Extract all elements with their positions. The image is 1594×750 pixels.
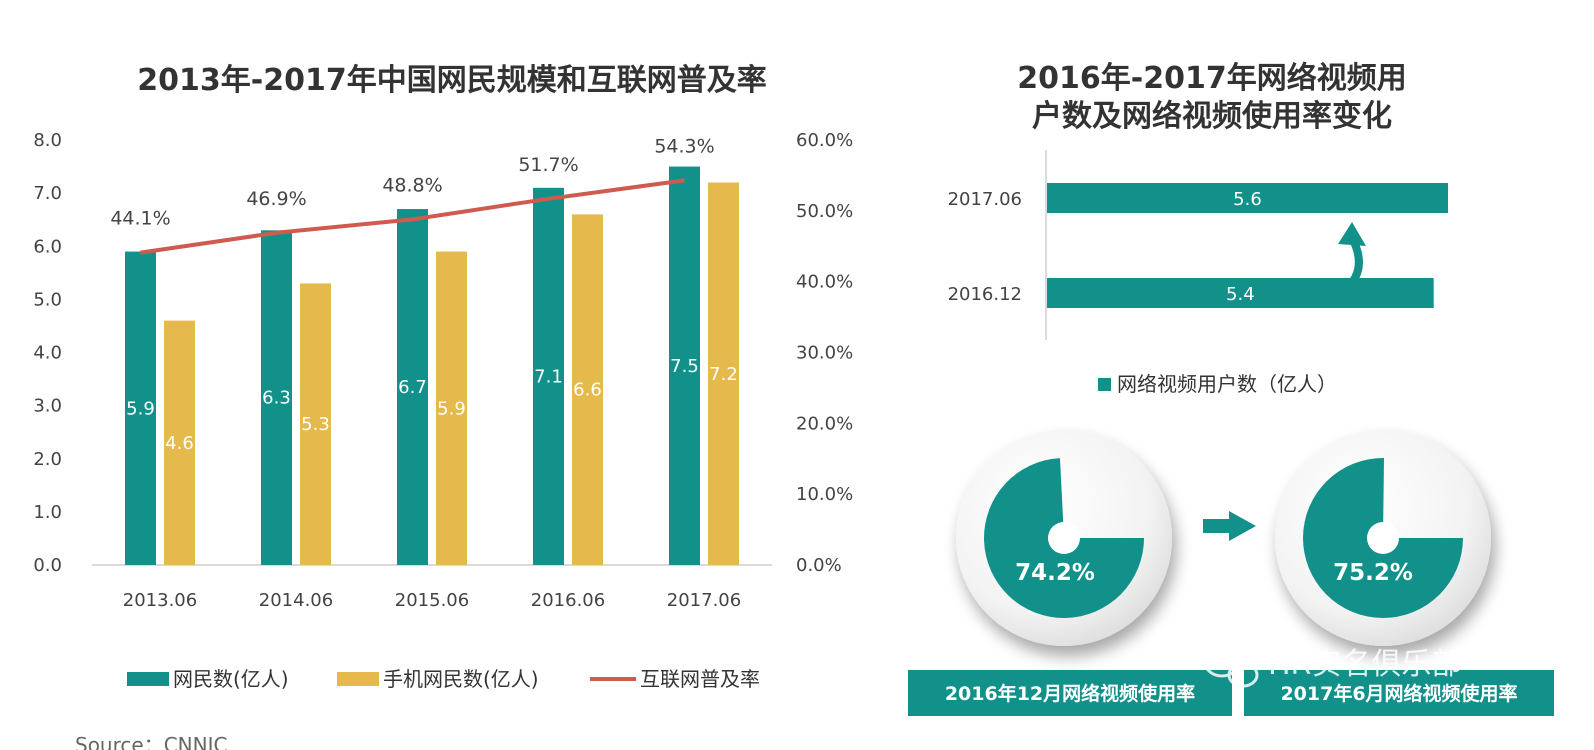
y2-tick-label: 30.0% — [796, 343, 853, 364]
x-tick-label: 2015.06 — [395, 590, 469, 611]
y-tick-label: 5.0 — [33, 289, 62, 310]
arrow-right-icon — [1203, 511, 1256, 541]
netizen-bar-label: 5.9 — [126, 398, 155, 419]
y-tick-label: 3.0 — [33, 396, 62, 417]
right-chart: 2016年-2017年网络视频用 户数及网络视频使用率变化 5.6 2017.06… — [948, 61, 1448, 396]
left-chart-legend: 网民数(亿人) 手机网民数(亿人) 互联网普及率 — [127, 667, 760, 691]
video-users-category: 2017.06 — [948, 189, 1022, 210]
mobile-netizen-bar-label: 7.2 — [709, 364, 738, 385]
y-tick-label: 1.0 — [33, 502, 62, 523]
y2-tick-label: 60.0% — [796, 130, 853, 151]
left-chart-x-axis: 2013.06 2014.06 2015.06 2016.06 2017.06 — [123, 590, 741, 611]
usage-ring-2017-sector: 75.2% — [1303, 458, 1463, 618]
curved-arrow-icon — [1294, 222, 1366, 302]
video-users-bar-label: 5.4 — [1226, 284, 1255, 305]
source-note: Source：CNNIC — [75, 733, 227, 750]
legend-swatch-video-users — [1098, 378, 1111, 391]
usage-value-2017: 75.2% — [1333, 560, 1413, 586]
watermark-text: HR实名俱乐部 — [1268, 647, 1461, 682]
rate-label: 44.1% — [110, 208, 170, 230]
ring-hole-2017 — [1367, 522, 1399, 554]
y-tick-label: 4.0 — [33, 343, 62, 364]
y-tick-label: 0.0 — [33, 555, 62, 576]
right-chart-title-line1: 2016年-2017年网络视频用 — [1017, 61, 1406, 96]
video-users-bar — [1047, 183, 1448, 213]
netizen-bar-label: 6.7 — [398, 377, 427, 398]
y2-tick-label: 40.0% — [796, 272, 853, 293]
netizen-bar — [669, 166, 700, 565]
mobile-netizen-bar — [708, 182, 739, 565]
mobile-netizen-bar — [436, 251, 467, 565]
x-tick-label: 2013.06 — [123, 590, 197, 611]
mobile-netizen-bar-label: 6.6 — [573, 380, 602, 401]
banner-2016-label: 2016年12月网络视频使用率 — [945, 682, 1195, 705]
usage-value-2016: 74.2% — [1015, 560, 1095, 586]
legend-label-rate: 互联网普及率 — [640, 667, 760, 691]
y2-tick-label: 10.0% — [796, 484, 853, 505]
legend-label-netizens: 网民数(亿人) — [173, 667, 289, 691]
rate-label: 51.7% — [518, 154, 578, 176]
x-tick-label: 2016.06 — [531, 590, 605, 611]
y2-tick-label: 0.0% — [796, 555, 842, 576]
video-users-bar — [1047, 278, 1434, 308]
netizen-bar-label: 7.5 — [670, 356, 699, 377]
video-users-category: 2016.12 — [948, 284, 1022, 305]
mobile-netizen-bar-label: 5.3 — [301, 414, 330, 435]
netizen-bar — [125, 251, 156, 565]
left-chart: 2013年-2017年中国网民规模和互联网普及率 0.0 1.0 2.0 3.0 4.0… — [33, 63, 853, 750]
right-chart-title-line2: 户数及网络视频使用率变化 — [1032, 99, 1392, 134]
mobile-netizen-bar — [164, 320, 195, 565]
legend-swatch-netizens — [127, 672, 169, 686]
netizen-bar-label: 7.1 — [534, 366, 563, 387]
left-chart-y2-axis: 0.0% 10.0% 20.0% 30.0% 40.0% 50.0% 60.0% — [796, 130, 853, 576]
ring-hole-2016 — [1048, 522, 1080, 554]
banner-2017-label: 2017年6月网络视频使用率 — [1280, 682, 1517, 705]
x-tick-label: 2017.06 — [667, 590, 741, 611]
rate-label: 48.8% — [382, 174, 442, 196]
mobile-netizen-bar-label: 5.9 — [437, 398, 466, 419]
legend-label-mobile: 手机网民数(亿人) — [383, 667, 539, 691]
mobile-netizen-bar — [572, 214, 603, 565]
legend-label-video-users: 网络视频用户数（亿人） — [1117, 372, 1337, 396]
netizen-bar — [533, 187, 564, 565]
netizen-bar — [261, 230, 292, 565]
mobile-netizen-bar — [300, 283, 331, 565]
right-chart-legend: 网络视频用户数（亿人） — [1098, 372, 1337, 396]
legend-swatch-mobile — [337, 672, 379, 686]
y2-tick-label: 20.0% — [796, 413, 853, 434]
y-tick-label: 8.0 — [33, 130, 62, 151]
y-tick-label: 6.0 — [33, 236, 62, 257]
rate-label: 46.9% — [246, 188, 306, 210]
right-chart-bars: 5.6 2017.06 5.4 2016.12 — [948, 183, 1448, 308]
left-chart-title: 2013年-2017年中国网民规模和互联网普及率 — [137, 63, 766, 98]
mobile-netizen-bar-label: 4.6 — [165, 433, 194, 454]
left-chart-y-axis: 0.0 1.0 2.0 3.0 4.0 5.0 6.0 7.0 8.0 — [33, 130, 62, 576]
left-chart-bars: 5.9 4.6 6.3 5.3 6.7 5.9 7.1 6.6 7.5 7.2 — [125, 166, 739, 565]
left-chart-rate-line: 44.1% 46.9% 48.8% 51.7% 54.3% — [110, 135, 715, 255]
x-tick-label: 2014.06 — [259, 590, 333, 611]
video-users-bar-label: 5.6 — [1233, 189, 1262, 210]
y-tick-label: 2.0 — [33, 449, 62, 470]
netizen-bar — [397, 209, 428, 565]
rate-label: 54.3% — [654, 135, 714, 157]
rate-line — [140, 178, 685, 255]
y2-tick-label: 50.0% — [796, 201, 853, 222]
wechat-icon — [1203, 646, 1259, 688]
y-tick-label: 7.0 — [33, 183, 62, 204]
watermark: HR实名俱乐部 — [1203, 646, 1461, 688]
banner-2017: 2017年6月网络视频使用率 — [1244, 670, 1554, 716]
netizen-bar-label: 6.3 — [262, 388, 291, 409]
usage-ring-2016-sector: 74.2% — [983, 458, 1144, 619]
banner-2016: 2016年12月网络视频使用率 — [908, 670, 1232, 716]
